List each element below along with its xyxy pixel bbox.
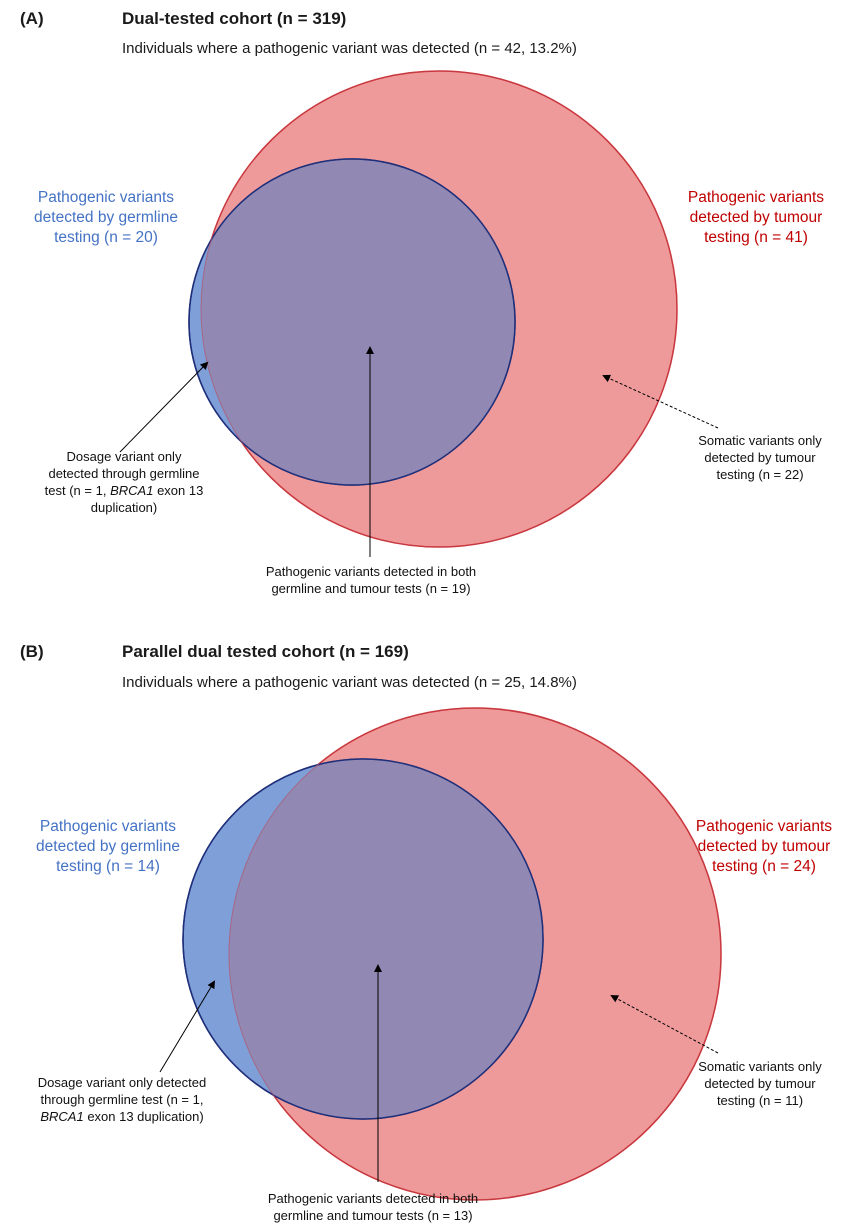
panel-a-subtitle: Individuals where a pathogenic variant w… [122,40,577,57]
dosage-annotation-b: Dosage variant only detected through ger… [37,1075,207,1124]
dosage-annotation-a: Dosage variant only detected through ger… [44,449,204,515]
panel-b-title: Parallel dual tested cohort (n = 169) [122,642,409,661]
overlap-region [201,159,515,485]
panel-a-label: (A) [20,9,44,28]
both-annotation-b: Pathogenic variants detected in both ger… [267,1191,479,1223]
somatic-arrow [602,374,719,429]
somatic-annotation-b: Somatic variants only detected by tumour… [698,1059,822,1108]
somatic-annotation-a: Somatic variants only detected by tumour… [698,433,822,482]
panel-a: (A) Dual-tested cohort (n = 319) Individ… [0,0,855,612]
germline-set-label-a: Pathogenic variants detected by germline… [34,189,178,246]
dosage-arrow [119,361,209,453]
tumour-set-label-b: Pathogenic variants detected by tumour t… [695,818,833,875]
both-annotation-a: Pathogenic variants detected in both ger… [265,564,477,596]
dosage-arrow [159,980,216,1073]
venn-diagram-b [159,707,722,1201]
venn-diagram-a [119,70,719,557]
panel-b-subtitle: Individuals where a pathogenic variant w… [122,674,577,691]
panel-b: (B) Parallel dual tested cohort (n = 169… [0,612,855,1230]
panel-a-title: Dual-tested cohort (n = 319) [122,9,347,28]
overlap-region [229,759,543,1119]
germline-set-label-b: Pathogenic variants detected by germline… [36,818,180,875]
panel-b-label: (B) [20,642,44,661]
somatic-arrow [610,995,719,1054]
tumour-set-label-a: Pathogenic variants detected by tumour t… [687,189,825,246]
